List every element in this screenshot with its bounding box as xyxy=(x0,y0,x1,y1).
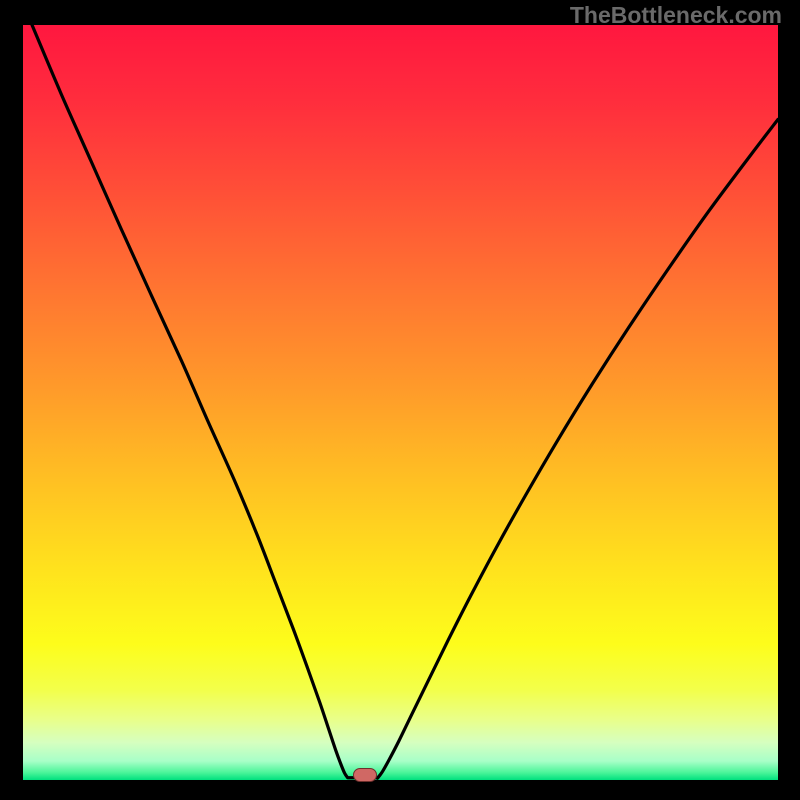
optimum-marker xyxy=(353,768,377,782)
chart-container: TheBottleneck.com xyxy=(0,0,800,800)
watermark-text: TheBottleneck.com xyxy=(570,2,782,29)
gradient-background xyxy=(23,25,778,780)
